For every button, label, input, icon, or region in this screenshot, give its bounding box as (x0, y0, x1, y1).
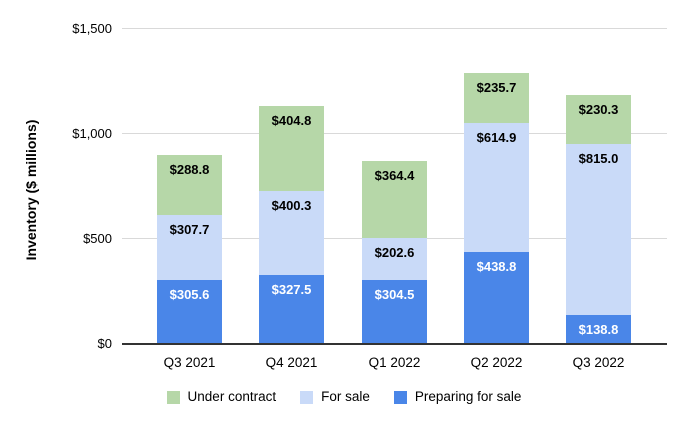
x-tick-label: Q3 2022 (572, 355, 625, 370)
bar-value-label: $815.0 (578, 151, 619, 166)
bar-segment: $438.8 (464, 252, 529, 344)
y-tick-label: $500 (83, 231, 112, 246)
bar-segment: $230.3 (566, 95, 631, 144)
bar-segment: $815.0 (566, 144, 631, 315)
legend: Under contract For sale Preparing for sale (0, 389, 688, 405)
bar-value-label: $364.4 (374, 168, 415, 183)
bar-segment: $202.6 (362, 238, 427, 280)
bar-value-label: $230.3 (578, 102, 619, 117)
bar-value-label: $614.9 (476, 130, 517, 145)
bar-value-label: $307.7 (169, 222, 210, 237)
x-tick-label: Q2 2022 (470, 355, 523, 370)
y-tick-label: $1,500 (72, 21, 112, 36)
legend-swatch (166, 390, 180, 404)
x-axis-baseline (122, 343, 667, 345)
legend-item: Preparing for sale (393, 389, 522, 405)
gridline (122, 28, 667, 29)
x-tick-label: Q3 2021 (163, 355, 216, 370)
bar-value-label: $327.5 (271, 282, 312, 297)
bar-segment: $304.5 (362, 280, 427, 344)
legend-label: Under contract (187, 389, 277, 404)
bar-segment: $288.8 (157, 155, 222, 215)
legend-item: For sale (300, 389, 370, 405)
bar-value-label: $288.8 (169, 162, 210, 177)
legend-item: Under contract (166, 389, 277, 405)
bar-segment: $327.5 (259, 275, 324, 344)
bar-segment: $307.7 (157, 215, 222, 280)
bar-value-label: $438.8 (476, 259, 517, 274)
bar-segment: $305.6 (157, 280, 222, 344)
bar-segment: $235.7 (464, 73, 529, 123)
legend-label: Preparing for sale (414, 389, 522, 404)
bar-value-label: $404.8 (271, 113, 312, 128)
bar-segment: $400.3 (259, 191, 324, 275)
gridline (122, 133, 667, 134)
x-tick-label: Q1 2022 (368, 355, 421, 370)
bar-value-label: $202.6 (374, 245, 415, 260)
legend-label: For sale (321, 389, 370, 404)
bar-segment: $404.8 (259, 106, 324, 191)
bar-value-label: $304.5 (374, 287, 415, 302)
legend-swatch (393, 390, 407, 404)
bar-value-label: $400.3 (271, 198, 312, 213)
bar-value-label: $305.6 (169, 287, 210, 302)
bar-value-label: $138.8 (578, 322, 619, 337)
plot-area: $305.6 $307.7 $288.8 $327.5 $400.3 $404.8 $304… (122, 28, 667, 345)
bar-segment: $614.9 (464, 123, 529, 252)
bar-segment: $364.4 (362, 161, 427, 238)
bar-value-label: $235.7 (476, 80, 517, 95)
bar-segment: $138.8 (566, 315, 631, 344)
y-tick-label: $1,000 (72, 126, 112, 141)
y-tick-label: $0 (97, 336, 112, 351)
legend-swatch (300, 390, 314, 404)
x-tick-label: Q4 2021 (265, 355, 318, 370)
